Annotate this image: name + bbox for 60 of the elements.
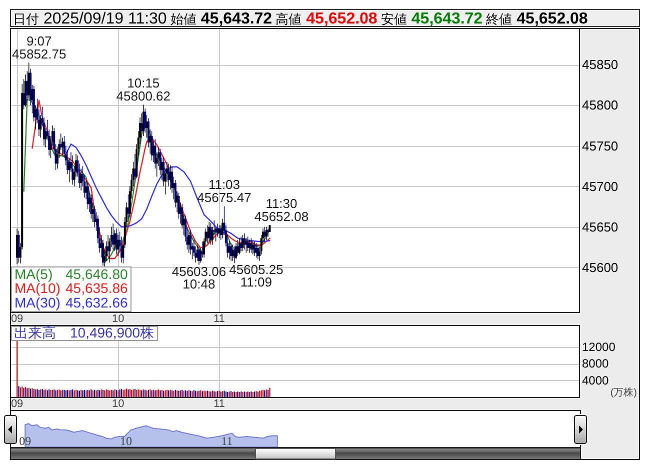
y-tick-label: 4000 [582, 373, 610, 388]
candlestick [140, 112, 143, 138]
x-tick-label: 09 [10, 398, 24, 410]
annotation: 45603.06 10:48 [172, 264, 226, 292]
candlestick [176, 190, 178, 213]
y-tick-label: 12000 [582, 340, 616, 354]
candlestick [168, 163, 170, 187]
y-tick-label: 45850 [582, 57, 618, 72]
legend: MA(5) 45,646.80 MA(10) 45,635.86 MA(30) 45,632.66 [11, 266, 132, 312]
annotation: 9:07 45852.75 [12, 33, 66, 62]
x-tick-label: 10 [112, 313, 124, 325]
candlestick [236, 239, 239, 256]
annotation: 45605.25 11:09 [229, 262, 284, 290]
candlestick [117, 234, 120, 256]
candlestick [240, 236, 242, 252]
series-label: MA(5) 45,646.80 [14, 266, 128, 282]
candlestick [127, 194, 130, 220]
candlestick [66, 149, 69, 174]
x-tick-label: 10 [120, 434, 132, 448]
x-tick-label: 11 [221, 434, 233, 448]
x-tick-label: 11 [213, 313, 225, 325]
candlestick [174, 179, 176, 208]
candlestick [232, 244, 234, 262]
candlestick [172, 176, 175, 200]
candlestick [149, 129, 152, 154]
candlestick [218, 224, 220, 239]
x-tick-label: 10 [112, 398, 124, 410]
y-tick-label: 45750 [582, 138, 618, 154]
candlestick [44, 128, 47, 148]
y-tick-label: 45700 [582, 178, 618, 194]
candlestick [40, 114, 42, 138]
x-tick-label: 09 [10, 313, 24, 325]
candlestick [245, 238, 248, 254]
candlestick [72, 155, 74, 186]
candlestick [264, 226, 266, 242]
annotation: 11:30 45652.08 [254, 196, 309, 224]
chart-title: 日付 2025/09/19 11:30 始値 45,643.72 高値 45,652.08 安値 45,643.72 終値 45,652.08 [13, 10, 588, 28]
x-tick-label: 11 [213, 398, 225, 410]
candlestick [254, 241, 256, 256]
candlestick [26, 70, 28, 102]
candlestick [208, 222, 210, 242]
y-tick-label: 8000 [582, 356, 610, 371]
x-tick-label: 09 [19, 434, 32, 448]
candlestick [95, 212, 98, 232]
candlestick [191, 242, 194, 260]
candlestick [222, 218, 224, 239]
candlestick [112, 223, 114, 250]
y-tick-label: 45600 [582, 260, 618, 275]
candlestick [85, 179, 88, 200]
candlestick [80, 168, 82, 191]
candlestick [34, 104, 37, 130]
y-tick-label: 45800 [582, 98, 618, 113]
y-tick-label: 45650 [582, 219, 618, 234]
chart-title: 出来高 10,496,900株 [14, 324, 154, 340]
candlestick [265, 226, 268, 240]
candlestick [250, 238, 252, 254]
y-axis-title: (万株) [610, 386, 637, 398]
annotation: 10:15 45800.62 [116, 76, 171, 104]
candlestick [238, 238, 240, 255]
annotation: 11:03 45675.47 [197, 177, 252, 206]
